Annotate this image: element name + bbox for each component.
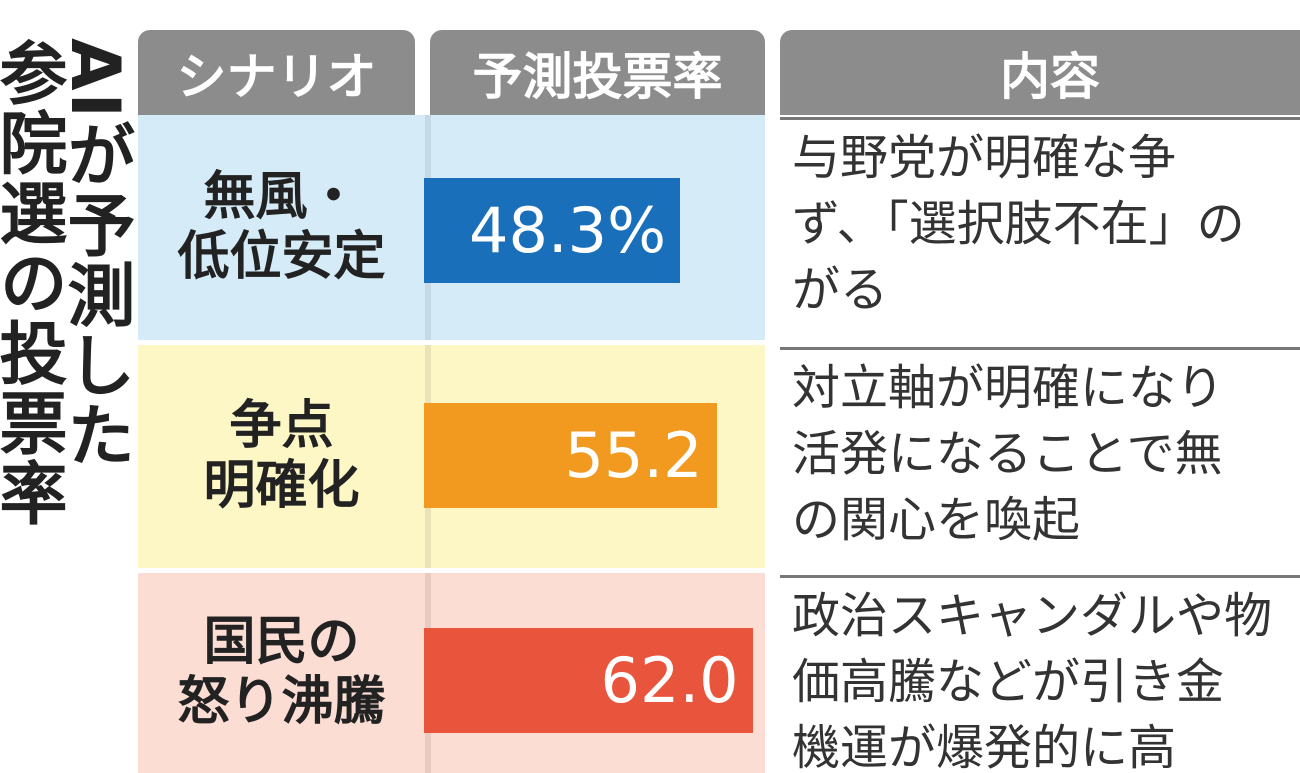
description-cell: 与野党が明確な争ず、「選択肢不在」の がる — [780, 125, 1300, 340]
description-line: ず、「選択肢不在」の — [792, 196, 1245, 252]
description-line: 価高騰などが引き金 — [792, 654, 1225, 710]
description-line: がる — [792, 262, 889, 318]
value-label: 48.3% — [469, 194, 666, 267]
title-line: 参院選の投票率 — [0, 38, 66, 528]
description-line: 機運が爆発的に高 — [792, 720, 1177, 773]
scenario-label: 国民の — [203, 612, 360, 673]
description-line: 対立軸が明確になり — [792, 360, 1225, 416]
value-label: 62.0 — [600, 644, 739, 717]
value-label: 55.2 — [564, 419, 703, 492]
scenario-label: 低位安定 — [177, 226, 386, 287]
scenario-cell: 国民の 怒り沸騰 — [138, 573, 425, 773]
description-cell: 政治スキャンダルや物 価高騰などが引き金 機運が爆発的に高 — [780, 583, 1300, 773]
row-separator — [780, 117, 1300, 120]
description-line: 与野党が明確な争 — [792, 130, 1177, 186]
scenario-cell: 争点 明確化 — [138, 345, 425, 568]
column-header: シナリオ — [138, 30, 415, 115]
description-cell: 対立軸が明確になり 活発になることで無 の関心を喚起 — [780, 355, 1300, 568]
scenario-cell: 無風・ 低位安定 — [138, 115, 425, 340]
scenario-label: 争点 — [229, 395, 334, 456]
column-header: 内容 — [780, 30, 1300, 115]
column-header: 予測投票率 — [430, 30, 765, 115]
bar: 62.0 — [424, 628, 753, 733]
row-separator — [780, 347, 1300, 350]
scenario-label: 明確化 — [203, 455, 360, 516]
description-line: 活発になることで無 — [792, 426, 1223, 482]
scenario-label: 無風・ — [203, 166, 360, 227]
title-line: AIが予測した — [55, 38, 134, 470]
description-line: 政治スキャンダルや物 — [792, 588, 1273, 644]
row-separator — [780, 575, 1300, 578]
bar: 55.2 — [424, 403, 717, 508]
scenario-label: 怒り沸騰 — [177, 672, 386, 732]
description-line: の関心を喚起 — [792, 492, 1081, 548]
bar: 48.3% — [424, 178, 680, 283]
page: {"chart_data": {"type": "bar", "title": … — [0, 30, 1300, 773]
